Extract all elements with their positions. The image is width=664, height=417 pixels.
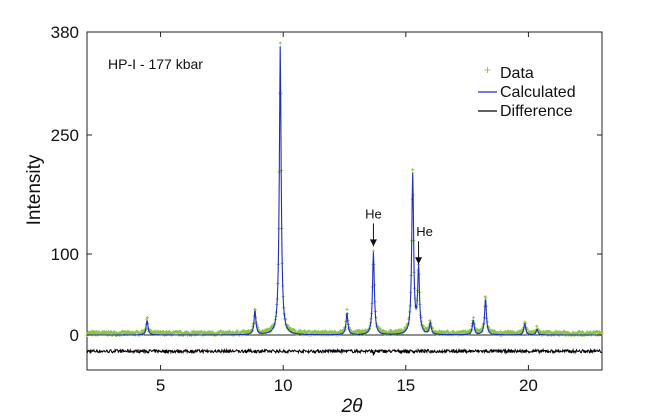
data-point [145,317,149,321]
data-point [278,41,282,45]
y-tick-label: 100 [51,245,79,264]
legend-data-label: Data [500,65,534,82]
he-label: He [365,206,382,221]
legend: + Data Calculated Difference [478,63,576,120]
he-arrow-head [415,257,423,265]
legend-data-marker: + [484,63,491,77]
data-point [428,319,432,323]
he-label: He [416,224,433,239]
data-point [105,330,109,334]
data-point [371,249,376,253]
data-point [161,330,166,334]
data-point [411,168,415,172]
data-point [523,320,527,324]
data-point [109,330,113,334]
data-point [484,296,488,300]
legend-item-difference: Difference [478,103,573,120]
data-point [288,326,292,330]
y-tick-label: 0 [70,326,79,345]
legend-calculated-label: Calculated [500,84,576,101]
data-point [578,330,582,334]
legend-item-calculated: Calculated [478,84,576,101]
y-tick-label: 380 [51,23,79,42]
difference-line [86,347,603,356]
data-point [286,324,290,328]
he-arrow-head [369,239,377,247]
x-axis-label: 2θ [341,396,364,417]
sample-label: HP-I - 177 kbar [108,56,203,72]
calculated-line [87,46,602,336]
axes-frame [86,31,603,371]
x-tick-label: 10 [274,376,293,395]
y-axis-label: Intensity [24,154,45,225]
data-point [235,329,240,333]
data-point [585,330,589,334]
data-point [451,329,455,334]
data-point [299,329,303,333]
data-point [535,324,539,328]
data-point [471,316,476,320]
data-point [210,330,214,334]
legend-difference-label: Difference [500,103,573,120]
data-point [303,329,307,333]
data-point [345,307,349,311]
x-tick-label: 20 [519,376,538,395]
x-tick-label: 15 [396,376,415,395]
data-point [112,330,117,334]
legend-item-data: + Data [484,63,534,82]
data-point [145,315,149,320]
plot-frame [86,31,603,371]
y-tick-label: 250 [51,126,79,145]
calculated-series [87,46,602,336]
data-point [378,327,382,331]
data-point [577,329,582,334]
data-point [179,329,183,334]
difference-series [86,347,603,356]
x-tick-label: 5 [156,376,165,395]
peak-annotations: He He [365,206,433,265]
